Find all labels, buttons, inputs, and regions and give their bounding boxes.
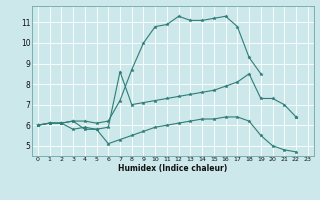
- X-axis label: Humidex (Indice chaleur): Humidex (Indice chaleur): [118, 164, 228, 173]
